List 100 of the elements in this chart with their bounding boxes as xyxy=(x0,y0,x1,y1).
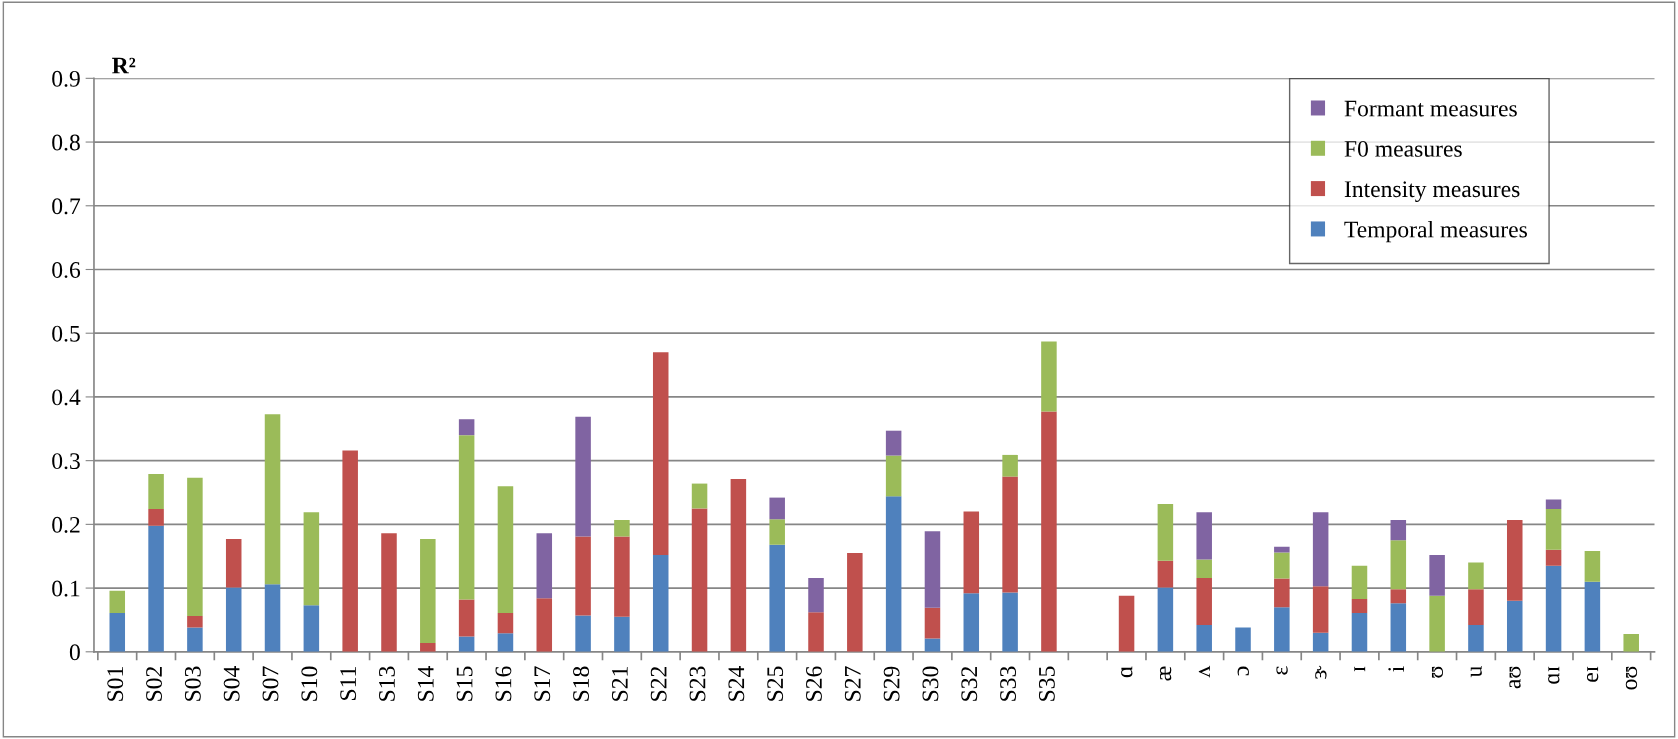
x-tick-label: S33 xyxy=(1000,666,1017,701)
bar xyxy=(963,511,980,594)
y-axis-title: R² xyxy=(112,57,136,74)
x-tick-label: S03 xyxy=(184,666,201,701)
x-tick-label: S32 xyxy=(961,666,978,701)
x-tick-label: S15 xyxy=(456,666,473,701)
y-tick-label: 0.5 xyxy=(52,325,80,342)
x-tick-label: S04 xyxy=(223,666,240,701)
bar xyxy=(1351,565,1368,599)
bar xyxy=(1545,549,1562,566)
x-tick-label: ɪ xyxy=(1354,666,1366,672)
x-tick-label: S30 xyxy=(922,666,939,701)
x-tick-label: S07 xyxy=(262,666,279,701)
bar xyxy=(1157,560,1174,588)
bar xyxy=(420,642,436,652)
bar xyxy=(1196,559,1212,578)
bar xyxy=(109,612,126,652)
bar xyxy=(924,638,941,652)
bar xyxy=(536,533,553,599)
bar xyxy=(1274,546,1290,553)
bar xyxy=(1468,562,1484,590)
bar xyxy=(1157,587,1174,652)
y-tick-label: 0.9 xyxy=(52,70,80,87)
x-tick-label: S02 xyxy=(146,666,162,701)
bar xyxy=(885,455,902,497)
bar xyxy=(1468,625,1484,652)
bar xyxy=(1584,551,1601,582)
bar xyxy=(614,536,630,617)
y-tick-label: 0.3 xyxy=(52,453,80,470)
bar xyxy=(1196,512,1212,560)
x-tick-label: ɑɪ xyxy=(1548,666,1560,684)
bar xyxy=(1429,595,1445,652)
bar xyxy=(924,531,941,608)
bar xyxy=(497,612,514,634)
legend-label: Intensity measures xyxy=(1344,181,1520,202)
x-tick-label: S14 xyxy=(417,666,434,701)
bar xyxy=(1235,627,1251,652)
bar xyxy=(264,414,281,585)
bar xyxy=(187,627,203,652)
bar xyxy=(652,554,669,652)
bar xyxy=(1274,607,1290,652)
bar xyxy=(1196,577,1212,626)
bar xyxy=(1429,554,1445,596)
x-tick-label: oʊ xyxy=(1625,666,1638,690)
bar xyxy=(808,612,824,652)
bar xyxy=(303,605,320,652)
bar xyxy=(1351,598,1368,613)
x-tick-label: S13 xyxy=(379,666,395,701)
bar xyxy=(1041,411,1057,652)
y-tick-label: 0.6 xyxy=(52,261,81,279)
bar xyxy=(381,533,397,652)
bar xyxy=(1468,589,1484,626)
bar xyxy=(1157,503,1174,561)
y-tick-label: 0.8 xyxy=(52,134,80,151)
x-tick-label: ɛ xyxy=(1276,666,1288,675)
legend-label: Temporal measures xyxy=(1344,220,1527,243)
bar xyxy=(847,553,863,652)
x-tick-label: S10 xyxy=(301,666,318,701)
x-tick-label: ɑ xyxy=(1121,666,1133,678)
y-tick-label: 0.4 xyxy=(52,389,81,406)
bar xyxy=(1584,581,1601,652)
bar xyxy=(614,519,630,537)
bar xyxy=(458,599,475,637)
bar xyxy=(536,598,553,652)
legend-label: Formant measures xyxy=(1344,100,1517,117)
bar xyxy=(575,536,591,616)
x-tick-label: S21 xyxy=(611,667,628,701)
bar xyxy=(225,587,242,652)
bar xyxy=(187,616,203,628)
bar xyxy=(342,450,358,652)
bar xyxy=(1390,603,1407,652)
x-tick-label: S24 xyxy=(728,666,745,701)
bar xyxy=(1196,625,1212,652)
bar xyxy=(109,590,126,613)
x-tick-label: ɝ xyxy=(1315,665,1327,679)
bar xyxy=(225,539,242,588)
x-tick-label: ʊ xyxy=(1431,666,1444,678)
bar xyxy=(652,352,669,555)
bar xyxy=(1002,592,1018,652)
bar xyxy=(769,519,785,545)
bar xyxy=(575,615,591,652)
bar xyxy=(575,416,591,537)
bar xyxy=(303,512,320,606)
bar xyxy=(264,584,281,652)
x-tick-label: S26 xyxy=(806,666,822,701)
x-tick-label: eɪ xyxy=(1586,666,1599,682)
bar xyxy=(458,419,475,436)
x-tick-label: S01 xyxy=(107,667,124,701)
bar xyxy=(1506,519,1523,601)
bar xyxy=(1545,499,1562,510)
bar xyxy=(1545,565,1562,652)
x-tick-label: i xyxy=(1388,666,1404,672)
x-tick-label: S35 xyxy=(1038,666,1055,701)
bar xyxy=(148,474,164,510)
bar xyxy=(1041,341,1057,412)
bar xyxy=(963,593,980,652)
bar xyxy=(148,509,164,526)
bar xyxy=(808,577,824,613)
bar xyxy=(1312,632,1329,652)
x-tick-label: S23 xyxy=(689,666,706,701)
